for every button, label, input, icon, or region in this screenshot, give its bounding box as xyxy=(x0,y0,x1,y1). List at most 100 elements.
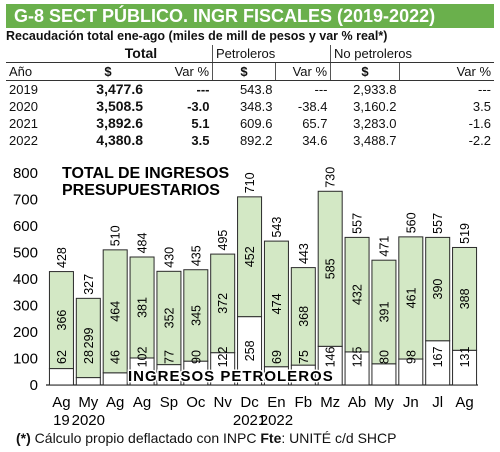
bar-no-petroleros xyxy=(102,249,128,374)
cell-total-var: 5.1 xyxy=(191,116,210,131)
cell-year: 2019 xyxy=(9,82,38,97)
y-tick-label: 500 xyxy=(13,245,38,262)
bar-value-petroleros: 122 xyxy=(216,347,230,368)
bar-total-label: 428 xyxy=(55,247,69,268)
table-row: 2020 3,508.5 -3.0 348.3 -38.4 3,160.2 3.5 xyxy=(6,98,494,115)
y-tick-label: 100 xyxy=(13,351,38,368)
bar-value-petroleros: 167 xyxy=(431,347,445,368)
cell-nopet-var: -2.2 xyxy=(468,133,491,148)
table-body: 2019 3,477.6 --- 543.8 --- 2,933.8 --- 2020 3,50… xyxy=(6,81,494,150)
x-tick-label: Ag xyxy=(133,394,151,411)
bar-no-petroleros xyxy=(452,246,478,351)
bar-chart: 0 100 200 300 400 500 600 700 800 TOTAL DE INGRES… xyxy=(0,160,500,429)
col-header-pet-amount: $ xyxy=(212,62,276,81)
y-tick-label: 400 xyxy=(13,271,38,288)
bar-total-label: 430 xyxy=(162,247,176,268)
cell-pet-amount: 892.2 xyxy=(239,133,273,148)
cell-year: 2021 xyxy=(9,116,38,131)
cell-total-var: -3.0 xyxy=(187,99,210,114)
col-header-pet-var: Var % xyxy=(275,62,331,81)
x-year-label: 2020 xyxy=(72,412,105,428)
bar-petroleros xyxy=(48,368,74,386)
cell-nopet-amount: 2,933.8 xyxy=(353,82,397,97)
bar-no-petroleros xyxy=(183,269,209,362)
bar-value-petroleros: 258 xyxy=(243,340,257,361)
bar-total-label: 519 xyxy=(458,223,472,244)
group-header-no-petroleros: No petroleros xyxy=(330,45,494,63)
cell-total-var: --- xyxy=(196,82,210,97)
bar-total-label: 543 xyxy=(270,217,284,238)
x-tick-label: Oc xyxy=(186,394,206,411)
bar-total-label: 730 xyxy=(324,167,338,188)
bar-no-petroleros xyxy=(398,236,424,360)
x-tick-label: Mz xyxy=(320,394,340,411)
footnote-source-label: Fte xyxy=(260,430,282,446)
table-group-header-row: Total Petroleros No petroleros xyxy=(6,45,494,63)
bar-no-petroleros xyxy=(344,236,370,353)
bar-no-petroleros xyxy=(425,236,451,342)
bar-value-petroleros: 125 xyxy=(351,347,365,368)
bar-petroleros xyxy=(317,345,343,386)
bar-no-petroleros xyxy=(263,240,289,368)
cell-nopet-amount: 3,160.2 xyxy=(353,99,397,114)
cell-pet-var: 34.6 xyxy=(302,133,328,148)
bar-value-petroleros: 98 xyxy=(404,350,418,364)
x-tick-label: Nv xyxy=(214,394,233,411)
bar-chart-svg: 0 100 200 300 400 500 600 700 800 TOTAL DE INGRES… xyxy=(13,165,478,429)
cell-pet-amount: 348.3 xyxy=(239,99,273,114)
table-row: 2019 3,477.6 --- 543.8 --- 2,933.8 --- xyxy=(6,81,494,99)
bar-petroleros xyxy=(75,377,101,386)
bar-value-petroleros: 146 xyxy=(324,347,338,368)
y-tick-label: 200 xyxy=(13,324,38,341)
bar-value-petroleros: 80 xyxy=(377,350,391,364)
bar-petroleros xyxy=(102,372,128,386)
footnote-text: Cálculo propio deflactado con INPC xyxy=(30,430,261,446)
bar-value-no-petroleros: 391 xyxy=(377,302,391,323)
x-tick-label: Sp xyxy=(160,394,178,411)
cell-pet-amount: 609.6 xyxy=(239,116,273,131)
cell-total-amount: 3,892.6 xyxy=(96,115,143,131)
bar-no-petroleros xyxy=(210,253,236,354)
footnote-source: : UNITÉ c/d SHCP xyxy=(281,430,397,446)
bar-value-no-petroleros: 388 xyxy=(458,288,472,309)
col-header-nopet-amount: $ xyxy=(330,62,400,81)
bar-value-petroleros: 28 xyxy=(82,350,96,364)
x-tick-label: Jn xyxy=(403,394,419,411)
y-tick-label: 700 xyxy=(13,192,38,209)
cell-nopet-var: -1.6 xyxy=(468,116,491,131)
bar-no-petroleros xyxy=(48,271,74,370)
y-tick-label: 0 xyxy=(30,377,38,394)
col-header-nopet-var: Var % xyxy=(399,62,494,81)
table-column-header-row: Año $ Var % $ Var % $ Var % xyxy=(6,62,494,81)
summary-table: Total Petroleros No petroleros Año $ Var… xyxy=(6,45,494,149)
bar-value-no-petroleros: 390 xyxy=(431,279,445,300)
bar-value-no-petroleros: 345 xyxy=(189,305,203,326)
cell-pet-amount: 543.8 xyxy=(239,82,273,97)
bar-value-petroleros: 102 xyxy=(136,347,150,368)
x-tick-label: En xyxy=(267,394,285,411)
bar-total-label: 710 xyxy=(243,172,257,193)
group-header-petroleros: Petroleros xyxy=(212,45,331,63)
bar-value-no-petroleros: 585 xyxy=(324,258,338,279)
bar-petroleros xyxy=(129,357,155,386)
x-tick-label: My xyxy=(78,394,98,411)
bar-value-no-petroleros: 461 xyxy=(404,287,418,308)
bar-petroleros xyxy=(425,340,451,386)
bar-total-label: 557 xyxy=(431,213,445,234)
bar-petroleros xyxy=(371,363,397,386)
x-tick-label: Ag xyxy=(106,394,124,411)
bar-value-no-petroleros: 432 xyxy=(351,284,365,305)
col-header-year: Año xyxy=(6,62,70,81)
footnote: (*) Cálculo propio deflactado con INPC F… xyxy=(16,430,397,446)
footnote-asterisk: (*) xyxy=(16,430,31,446)
cell-year: 2022 xyxy=(9,133,38,148)
cell-total-amount: 3,477.6 xyxy=(96,81,143,97)
cell-nopet-amount: 3,283.0 xyxy=(353,116,397,131)
bar-total-label: 435 xyxy=(189,245,203,266)
bar-total-label: 443 xyxy=(297,243,311,264)
table-subtitle: Recaudación total ene-ago (miles de mill… xyxy=(6,29,388,43)
bar-no-petroleros xyxy=(317,190,343,347)
bar-total-label: 557 xyxy=(351,213,365,234)
cell-year: 2020 xyxy=(9,99,38,114)
